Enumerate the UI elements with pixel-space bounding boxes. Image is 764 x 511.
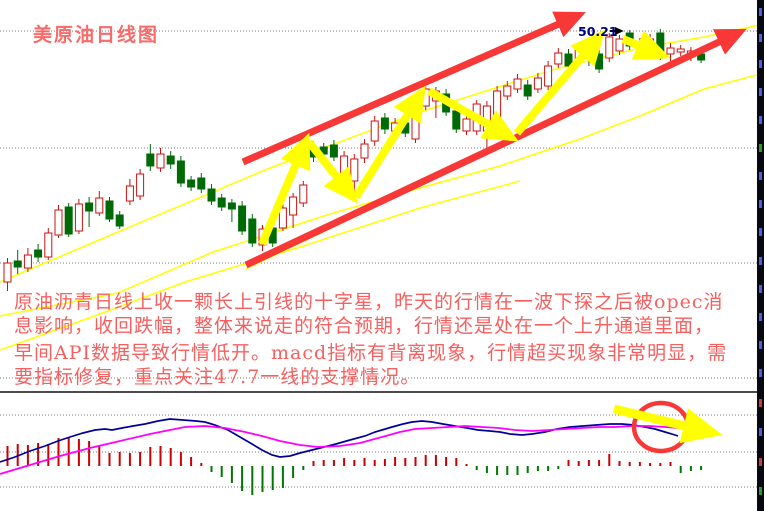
ma-line (0, 23, 764, 283)
candle-body (187, 179, 196, 188)
candle-body (44, 232, 53, 258)
strip-tick-mark (759, 34, 762, 42)
candle-body (278, 207, 287, 229)
candle-body (533, 77, 542, 90)
candle-body (523, 84, 532, 97)
candle-body (197, 177, 206, 190)
macd-histogram (6, 437, 703, 495)
candle-body (156, 153, 165, 169)
strip-background (757, 0, 764, 511)
candle-body (23, 254, 32, 269)
strip-tick-mark (759, 88, 762, 96)
candle-body (666, 47, 675, 55)
candle-body (64, 206, 73, 235)
candle-body (544, 65, 553, 87)
macd-down-arrow (612, 404, 723, 444)
macd-panel[interactable] (0, 400, 757, 495)
main-chart-panel[interactable] (0, 11, 764, 379)
clipped-price-axis-strip (757, 0, 764, 511)
strip-tick-mark (759, 341, 762, 349)
candle-body (554, 52, 563, 65)
candle-body (207, 188, 216, 202)
candle-body (329, 144, 338, 158)
candle-body (115, 214, 124, 227)
candle-body (380, 117, 389, 130)
candle-body (289, 196, 298, 216)
macd-dif-line (0, 418, 679, 463)
strip-tick-mark (759, 313, 762, 321)
candle-body (340, 155, 349, 174)
candle-body (105, 200, 114, 220)
candle-body (3, 262, 12, 283)
candle-body (176, 160, 185, 184)
panel-separator (0, 391, 757, 393)
candle-body (503, 85, 512, 97)
zigzag-arrow (352, 85, 426, 200)
ma-line (0, 72, 764, 317)
strip-tick-mark (759, 116, 762, 124)
ma-line (0, 180, 521, 351)
strip-tick-mark (759, 60, 762, 68)
channel-arrow-line (244, 28, 747, 269)
strip-tick-mark (759, 200, 762, 208)
candle-body (615, 38, 624, 52)
candle-body (85, 202, 94, 212)
candle-body (125, 185, 134, 202)
candle-body (493, 90, 502, 127)
candle-body (360, 143, 369, 159)
zigzag-arrow (305, 139, 358, 204)
macd-dea-line (0, 425, 679, 475)
strip-tick-mark (759, 458, 762, 466)
zigzag-arrow (427, 87, 519, 142)
strip-tick-mark (759, 144, 762, 152)
candle-body (136, 173, 145, 197)
candle-body (238, 205, 247, 232)
strip-tick-mark (759, 228, 762, 236)
candle-body (74, 203, 83, 232)
candle-body (462, 118, 471, 132)
candle-body (248, 218, 257, 244)
candle-body (605, 36, 614, 59)
price-path-zigzag-arrows (258, 29, 671, 246)
candlesticks (3, 29, 706, 291)
candle-body (227, 202, 236, 210)
zigzag-arrow (621, 30, 671, 60)
strip-tick-mark (759, 285, 762, 293)
candle-body (350, 158, 359, 182)
candle-body (166, 155, 175, 165)
candle-body (54, 209, 63, 236)
candle-body (513, 78, 522, 90)
candle-body (595, 53, 604, 70)
strip-tick-mark (759, 399, 762, 407)
candle-body (34, 249, 43, 258)
candle-body (421, 88, 430, 107)
strip-tick-mark (759, 8, 762, 16)
strip-tick-mark (759, 172, 762, 180)
candle-body (217, 197, 226, 208)
zigzag-arrow (258, 132, 311, 246)
strip-tick-mark (759, 369, 762, 377)
zigzag-arrow (513, 29, 606, 136)
candle-body (13, 260, 22, 268)
strip-tick-mark (759, 487, 762, 495)
candle-body (299, 184, 308, 204)
candle-body (146, 153, 155, 167)
candle-body (452, 110, 461, 130)
candle-body (370, 120, 379, 142)
strip-tick-mark (759, 257, 762, 265)
candle-body (676, 48, 685, 53)
candle-body (95, 197, 104, 214)
strip-tick-mark (759, 428, 762, 436)
